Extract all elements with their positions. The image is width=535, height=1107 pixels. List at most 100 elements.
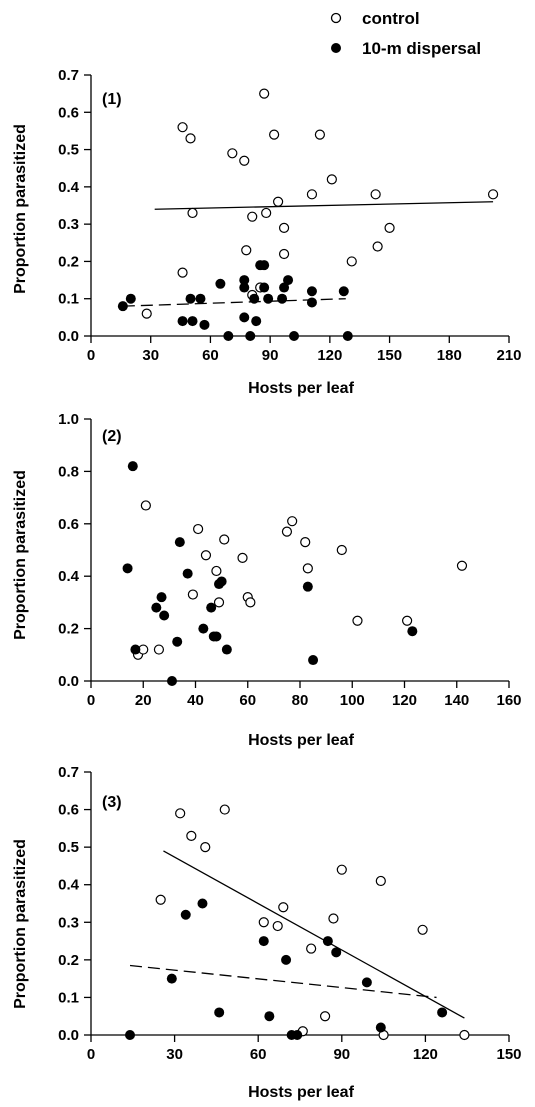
- panel-3-10-m-dispersal-point: [258, 936, 269, 947]
- panel-3-10-m-dispersal-point: [166, 973, 177, 984]
- panel-2-10-m-dispersal-point: [308, 655, 319, 666]
- panel-2-y-tick-label: 0.8: [58, 463, 79, 480]
- panel-1-y-tick-label: 0.7: [58, 67, 79, 84]
- panel-1-10-m-dispersal-point: [125, 293, 136, 304]
- panel-1-y-tick-label: 0.3: [58, 216, 79, 233]
- panel-1-control-point: [227, 148, 238, 159]
- panel-2-10-m-dispersal-point: [166, 676, 177, 686]
- panel-2-control-point: [153, 644, 165, 655]
- legend-control-marker: [330, 12, 342, 24]
- panel-2-control-point: [140, 500, 151, 511]
- panel-2-10-m-dispersal-point: [198, 623, 209, 634]
- panel-1-label: (1): [102, 91, 122, 108]
- legend: control 10-m dispersal: [330, 9, 481, 58]
- panel-3-y-tick-label: 0.6: [58, 802, 79, 819]
- panel-1-10-m-dispersal-point: [195, 293, 206, 304]
- panel-1-y-tick-label: 0.5: [58, 142, 79, 159]
- panel-2-x-tick-label: 0: [87, 692, 95, 709]
- panel-2-control-point: [200, 550, 212, 561]
- panel-1-10-m-dispersal-point: [239, 275, 250, 286]
- panel-2-control-point: [211, 565, 222, 577]
- panel-1-y-tick-label: 0.1: [58, 291, 79, 308]
- panel-1-x-tick-label: 120: [317, 347, 342, 364]
- panel-1-control-point: [278, 248, 290, 260]
- panel-1-10-m-dispersal-point: [338, 286, 349, 297]
- panel-1-10-m-dispersal-point: [177, 316, 188, 327]
- panel-2-10-m-dispersal-point: [127, 461, 138, 472]
- legend-control-label: control: [362, 9, 420, 28]
- panel-3-y-axis-title: Proportion parasitized: [12, 839, 29, 1009]
- panel-3-control-point: [155, 894, 166, 905]
- panel-3-label: (3): [102, 794, 122, 811]
- panel-2-10-m-dispersal-point: [407, 626, 418, 637]
- panel-1-control-point: [314, 129, 326, 140]
- panel-3-10-m-dispersal-point: [322, 936, 333, 947]
- panel-1-y-tick-label: 0.4: [58, 179, 80, 196]
- panel-2-10-m-dispersal-point: [221, 644, 232, 655]
- panel-3-control-point: [319, 1011, 331, 1022]
- panel-1-10-m-dispersal-point: [283, 275, 294, 286]
- panel-2-y-tick-label: 0.6: [58, 516, 79, 533]
- panel-1-plot-area: 0 30 60 90 120 150 180 210 0.0 0.1 0.2 0.3 0.4 0.5 0.6…: [58, 67, 521, 364]
- panel-3-control-point: [200, 842, 211, 853]
- panel-2-control-point: [456, 560, 468, 571]
- panel-3-control-point: [459, 1029, 470, 1041]
- panel-1-x-tick-label: 210: [496, 347, 521, 364]
- panel-1-10-m-dispersal-point: [259, 282, 270, 293]
- panel-1-x-tick-label: 30: [142, 347, 159, 364]
- panel-2-10-m-dispersal-point: [206, 602, 217, 613]
- panel-3-10-m-dispersal-point: [180, 909, 191, 920]
- panel-1-control-point: [326, 174, 337, 185]
- panel-1-10-m-dispersal-point: [289, 331, 300, 341]
- panel-1-10-m-dispersal-point: [239, 312, 250, 323]
- panel-1-control-point: [346, 256, 357, 267]
- panel-2-label: (2): [102, 428, 122, 445]
- panel-2-10-m-dispersal-point: [159, 610, 170, 621]
- panel-1-control-point: [384, 222, 395, 233]
- panel-3-10-m-dispersal-point: [125, 1030, 136, 1040]
- panel-2-10-m-dispersal-point: [174, 537, 185, 548]
- panel-3-x-tick-label: 60: [250, 1046, 267, 1063]
- panel-2-control-point: [193, 523, 204, 535]
- panel-2-x-tick-label: 20: [135, 692, 152, 709]
- panel-3-y-tick-label: 0.3: [58, 914, 79, 931]
- panel-2-10-m-dispersal-point: [302, 581, 313, 592]
- panel-1-10-m-dispersal-point: [306, 297, 317, 308]
- panel-1-10-m-dispersal-point: [306, 286, 317, 297]
- panel-2-10-m-dispersal-point: [211, 631, 222, 642]
- panel-1-control-point: [261, 207, 272, 219]
- panel-3-x-tick-label: 90: [333, 1046, 350, 1063]
- panel-1-10-m-dispersal-point: [342, 331, 353, 341]
- panel-1-control-point: [372, 241, 383, 252]
- panel-3-control-point: [272, 920, 283, 932]
- panel-2-control-point: [219, 534, 230, 545]
- panel-3-10-m-dispersal-point: [281, 954, 292, 965]
- panel-2-y-axis-title: Proportion parasitized: [12, 470, 29, 640]
- panel-1: (1) Proportion parasitized Hosts per lea…: [12, 67, 522, 397]
- panel-2-y-tick-label: 0.4: [58, 568, 80, 585]
- panel-1-x-tick-label: 90: [262, 347, 279, 364]
- panel-2-control-point: [245, 597, 256, 608]
- panel-2-10-m-dispersal-point: [182, 568, 193, 579]
- panel-1-control-point: [269, 129, 280, 140]
- panel-3-control-point: [375, 875, 386, 887]
- panel-1-10-m-dispersal-point: [249, 293, 260, 304]
- panel-1-control-point: [247, 211, 258, 222]
- panel-3-control-point: [278, 902, 289, 913]
- panel-2-control-point: [187, 589, 198, 600]
- panel-2-x-tick-label: 140: [444, 692, 469, 709]
- panel-3-control-point: [328, 913, 339, 924]
- panel-1-10-m-dispersal-point: [117, 301, 128, 312]
- panel-1-control-point: [187, 207, 198, 219]
- panel-1-x-tick-label: 180: [437, 347, 462, 364]
- panel-2-x-tick-label: 160: [496, 692, 521, 709]
- panel-2-x-tick-label: 80: [292, 692, 309, 709]
- panel-2-y-tick-label: 1.0: [58, 411, 79, 428]
- panel-1-10-m-dispersal-point: [199, 319, 210, 330]
- panel-1-10-m-dispersal-point: [259, 260, 270, 271]
- panel-1-10-m-dispersal-point: [251, 316, 262, 327]
- panel-1-10-m-dispersal-point: [277, 293, 288, 304]
- panel-2-x-tick-label: 40: [187, 692, 204, 709]
- panel-3-plot-area: 0 30 60 90 120 150 0.0 0.1 0.2 0.3 0.4 0.5 0.6 0.7: [58, 764, 521, 1063]
